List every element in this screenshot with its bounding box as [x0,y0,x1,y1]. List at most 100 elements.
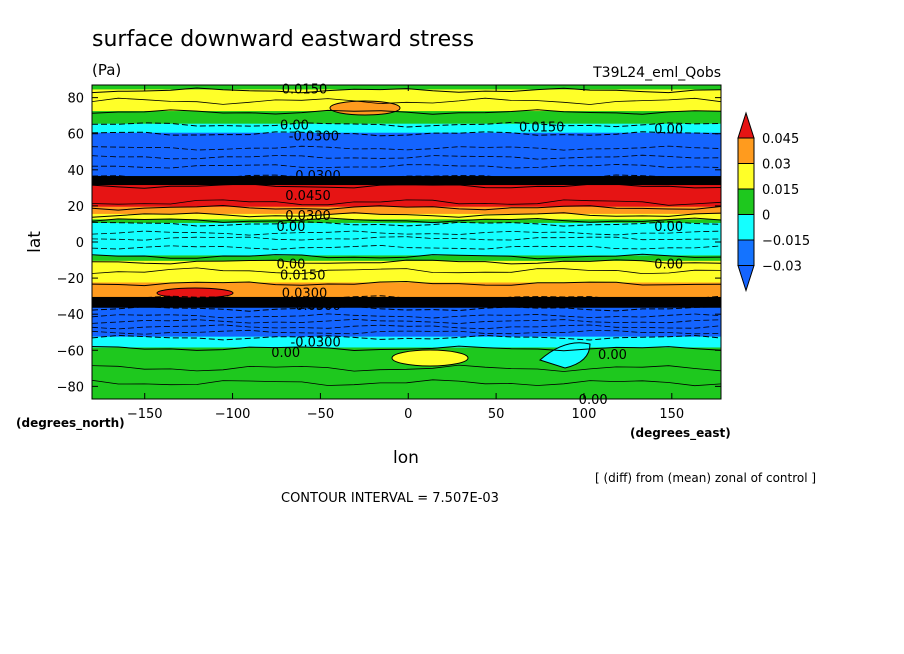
contour-band [92,123,721,135]
contour-band [92,255,721,263]
contour-line [92,121,721,128]
cyan-cell-south [539,342,591,369]
colorbar-label: 0.03 [762,158,791,173]
colorbar: 0.045 0.03 0.015 0 −0.015 −0.03 [737,111,810,293]
contour-line [92,212,721,218]
contour-label: 0.00 [654,220,683,235]
y-tick-label: −80 [57,380,84,395]
units-label: (Pa) [92,61,121,79]
x-tick-label: 100 [572,407,597,422]
colorbar-swatch [737,214,755,241]
x-tick-label: −150 [127,407,163,422]
x-axis-title: lon [393,448,419,468]
colorbar-label: −0.015 [762,234,810,249]
contour-label: 0.0300 [282,287,328,302]
contour-band [92,213,721,222]
contour-band [92,185,721,209]
contour-band [92,282,721,299]
y-axis-ticks: −80 −60 −40 −20 0 20 40 60 80 [57,92,721,395]
contour-label: 0.00 [276,258,305,273]
contour-line [92,280,721,287]
contour-line [92,318,721,324]
contour-line [92,259,721,265]
contour-line [92,174,721,180]
contour-line [92,217,721,224]
contour-label: -0.0300 [291,169,341,184]
contour-band [92,111,721,126]
contour-band [92,176,721,188]
contour-label: 0.00 [598,348,627,363]
red-cell-south [156,287,234,299]
x-tick-label: −50 [307,407,334,422]
contour-interval-label: CONTOUR INTERVAL = 7.507E-03 [281,491,499,506]
colorbar-label: 0 [762,209,770,224]
y-tick-label: 80 [67,92,84,107]
contour-line [92,109,721,115]
contour-band [92,206,721,216]
contour-line [92,295,721,301]
x-axis-ticks: −150 −100 −50 0 50 100 150 [127,85,684,422]
y-unit-label: (degrees_north) [16,416,125,431]
contour-band [92,219,721,225]
contour-lines [92,87,721,387]
contour-feature-layer [156,100,591,369]
contour-band [92,260,721,285]
contour-line [92,313,721,319]
colorbar-label: −0.03 [762,260,802,275]
contour-label: 0.00 [271,346,300,361]
contour-line [92,164,721,169]
contour-line [92,345,721,352]
colorbar-label: 0.045 [762,132,799,147]
contour-line [92,236,721,241]
contour-label: 0.00 [654,122,683,137]
contour-line [92,334,721,341]
contour-line [92,154,721,160]
x-tick-label: −100 [215,407,251,422]
contour-label: 0.0450 [285,189,331,204]
orange-cell-north [329,100,401,116]
contour-line [92,324,721,330]
contour-label: 0.00 [579,393,608,408]
contour-band [92,132,721,179]
contour-line [92,267,721,275]
contour-line [92,145,721,151]
contour-line [92,305,721,312]
x-tick-label: 150 [659,407,684,422]
contour-band [92,296,721,310]
contour-band [92,89,721,114]
contour-line [92,329,721,335]
contour-band [92,307,721,339]
contour-line [92,221,721,227]
contour-line [92,204,721,211]
y-tick-label: 60 [67,128,84,143]
contour-label: 0.00 [654,258,683,273]
contour-line [92,97,721,105]
colorbar-swatch [737,163,755,190]
footnote: [ (diff) from (mean) zonal of control ] [595,471,816,485]
contour-line [92,87,721,94]
dataset-label: T39L24_eml_Qobs [592,65,721,81]
contour-label: -0.0300 [289,130,339,145]
y-tick-label: −40 [57,308,84,323]
contour-label: 0.0150 [280,268,326,283]
contour-label: 0.00 [280,119,309,134]
y-tick-label: −20 [57,272,84,287]
x-tick-label: 0 [404,407,412,422]
contour-label: -0.0300 [291,299,341,314]
x-unit-label: (degrees_east) [630,426,731,441]
contour-line [92,183,721,189]
y-axis-title: lat [25,231,45,253]
colorbar-swatch [737,188,755,215]
contour-band [92,222,721,258]
contour-line [92,230,721,236]
contour-line [92,244,721,250]
contour-label: 0.00 [276,220,305,235]
x-tick-label: 50 [488,407,505,422]
colorbar-swatch [737,239,755,266]
colorbar-swatch [737,137,755,164]
yellow-cell-south [391,349,469,367]
y-tick-label: −60 [57,344,84,359]
